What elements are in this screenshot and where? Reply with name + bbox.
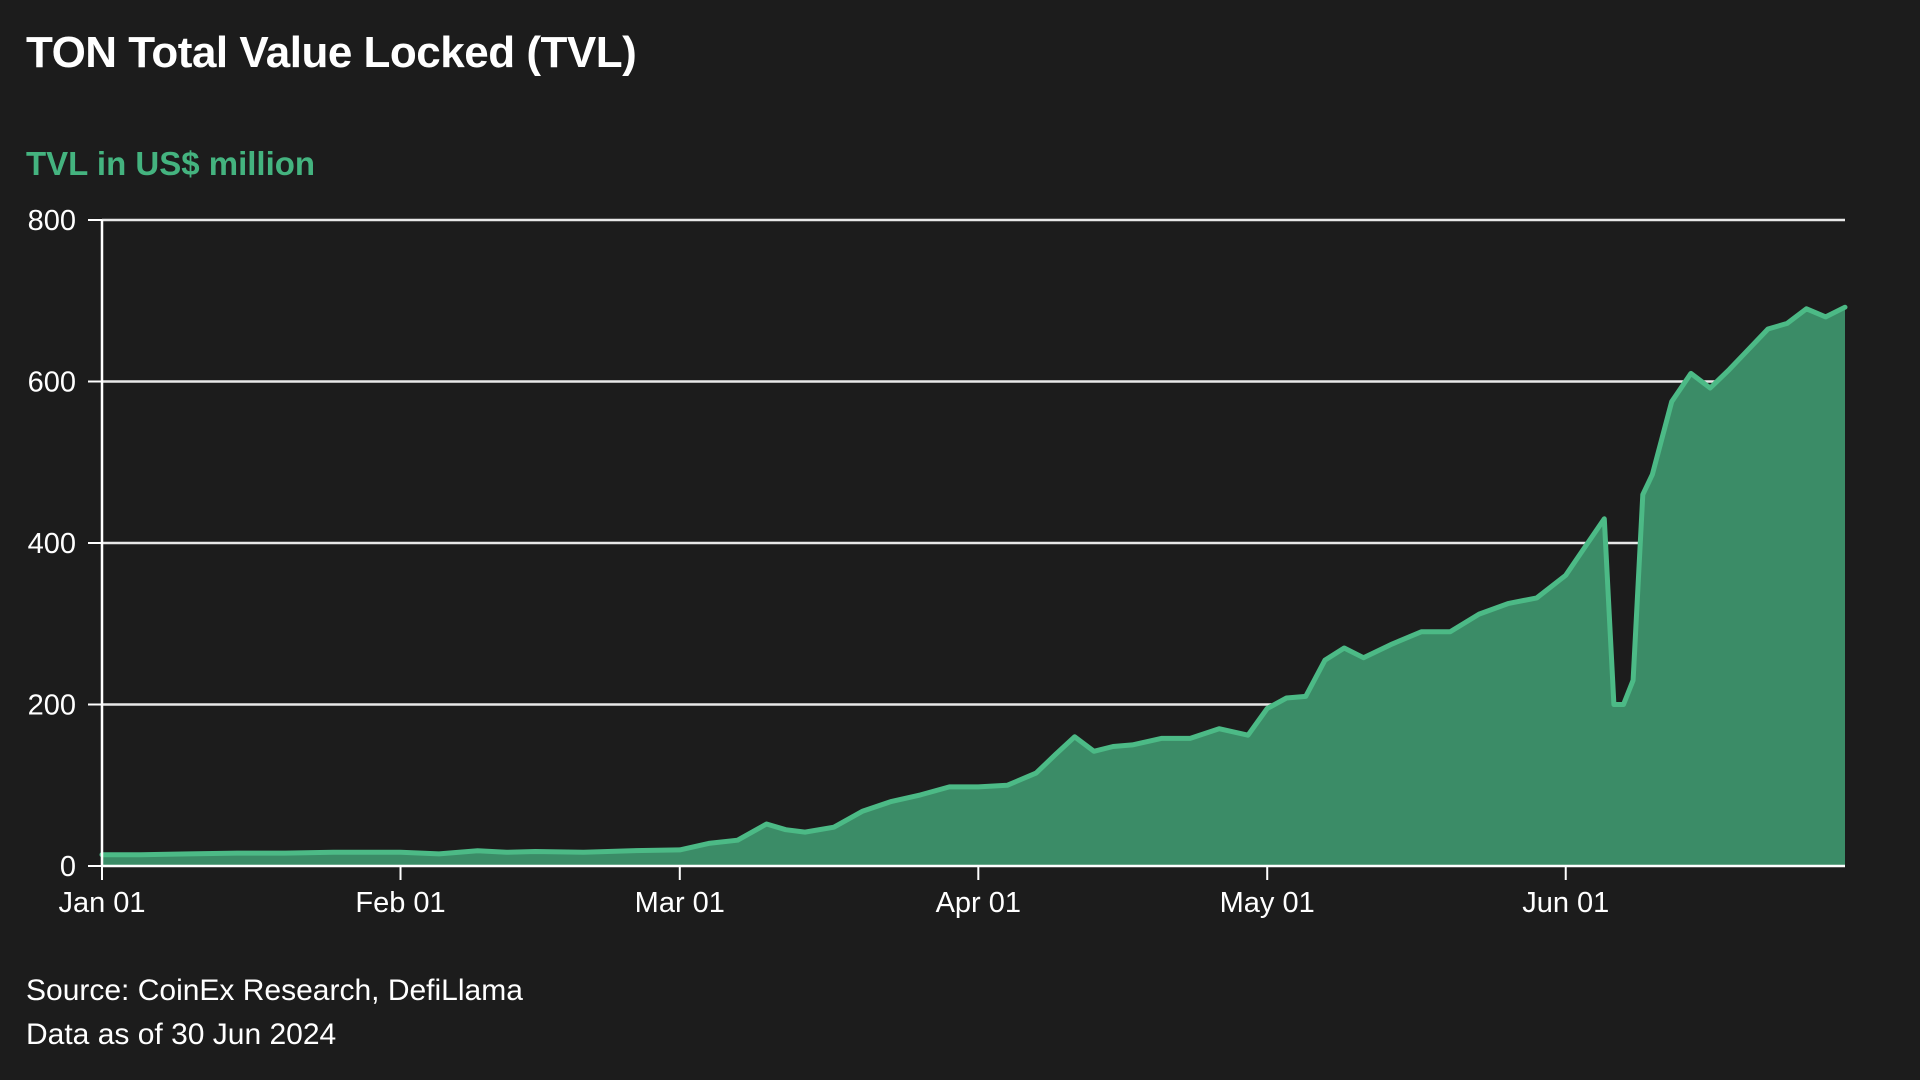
y-tick-label-600: 600	[28, 367, 76, 399]
x-tick-label-2024-03-01: Mar 01	[635, 887, 725, 919]
y-tick-label-800: 800	[28, 205, 76, 237]
chart-title: TON Total Value Locked (TVL)	[26, 28, 637, 77]
y-tick-label-400: 400	[28, 528, 76, 560]
y-tick-label-200: 200	[28, 690, 76, 722]
tvl-area-fill	[102, 307, 1845, 866]
x-tick-label-2024-01-01: Jan 01	[58, 887, 145, 919]
x-tick-label-2024-02-01: Feb 01	[355, 887, 445, 919]
data-as-of-note: Data as of 30 Jun 2024	[26, 1018, 337, 1051]
chart-subtitle: TVL in US$ million	[26, 145, 316, 182]
source-note: Source: CoinEx Research, DefiLlama	[26, 974, 523, 1007]
area-layer	[99, 304, 1848, 866]
x-tick-label-2024-06-01: Jun 01	[1522, 887, 1609, 919]
x-tick-label-2024-04-01: Apr 01	[936, 887, 1021, 919]
y-tick-labels: 0 200 400 600 800	[28, 205, 76, 883]
tvl-series-line	[99, 304, 1848, 858]
tvl-area-chart: 0 200 400 600 800 Jan 01 Feb 01 Mar 01 Apr 01 Ma…	[28, 205, 1848, 919]
axis-layer	[88, 219, 1845, 880]
x-tick-labels: Jan 01 Feb 01 Mar 01 Apr 01 May 01 Jun 01	[58, 887, 1609, 919]
y-tick-label-0: 0	[60, 851, 76, 883]
x-tick-label-2024-05-01: May 01	[1220, 887, 1315, 919]
